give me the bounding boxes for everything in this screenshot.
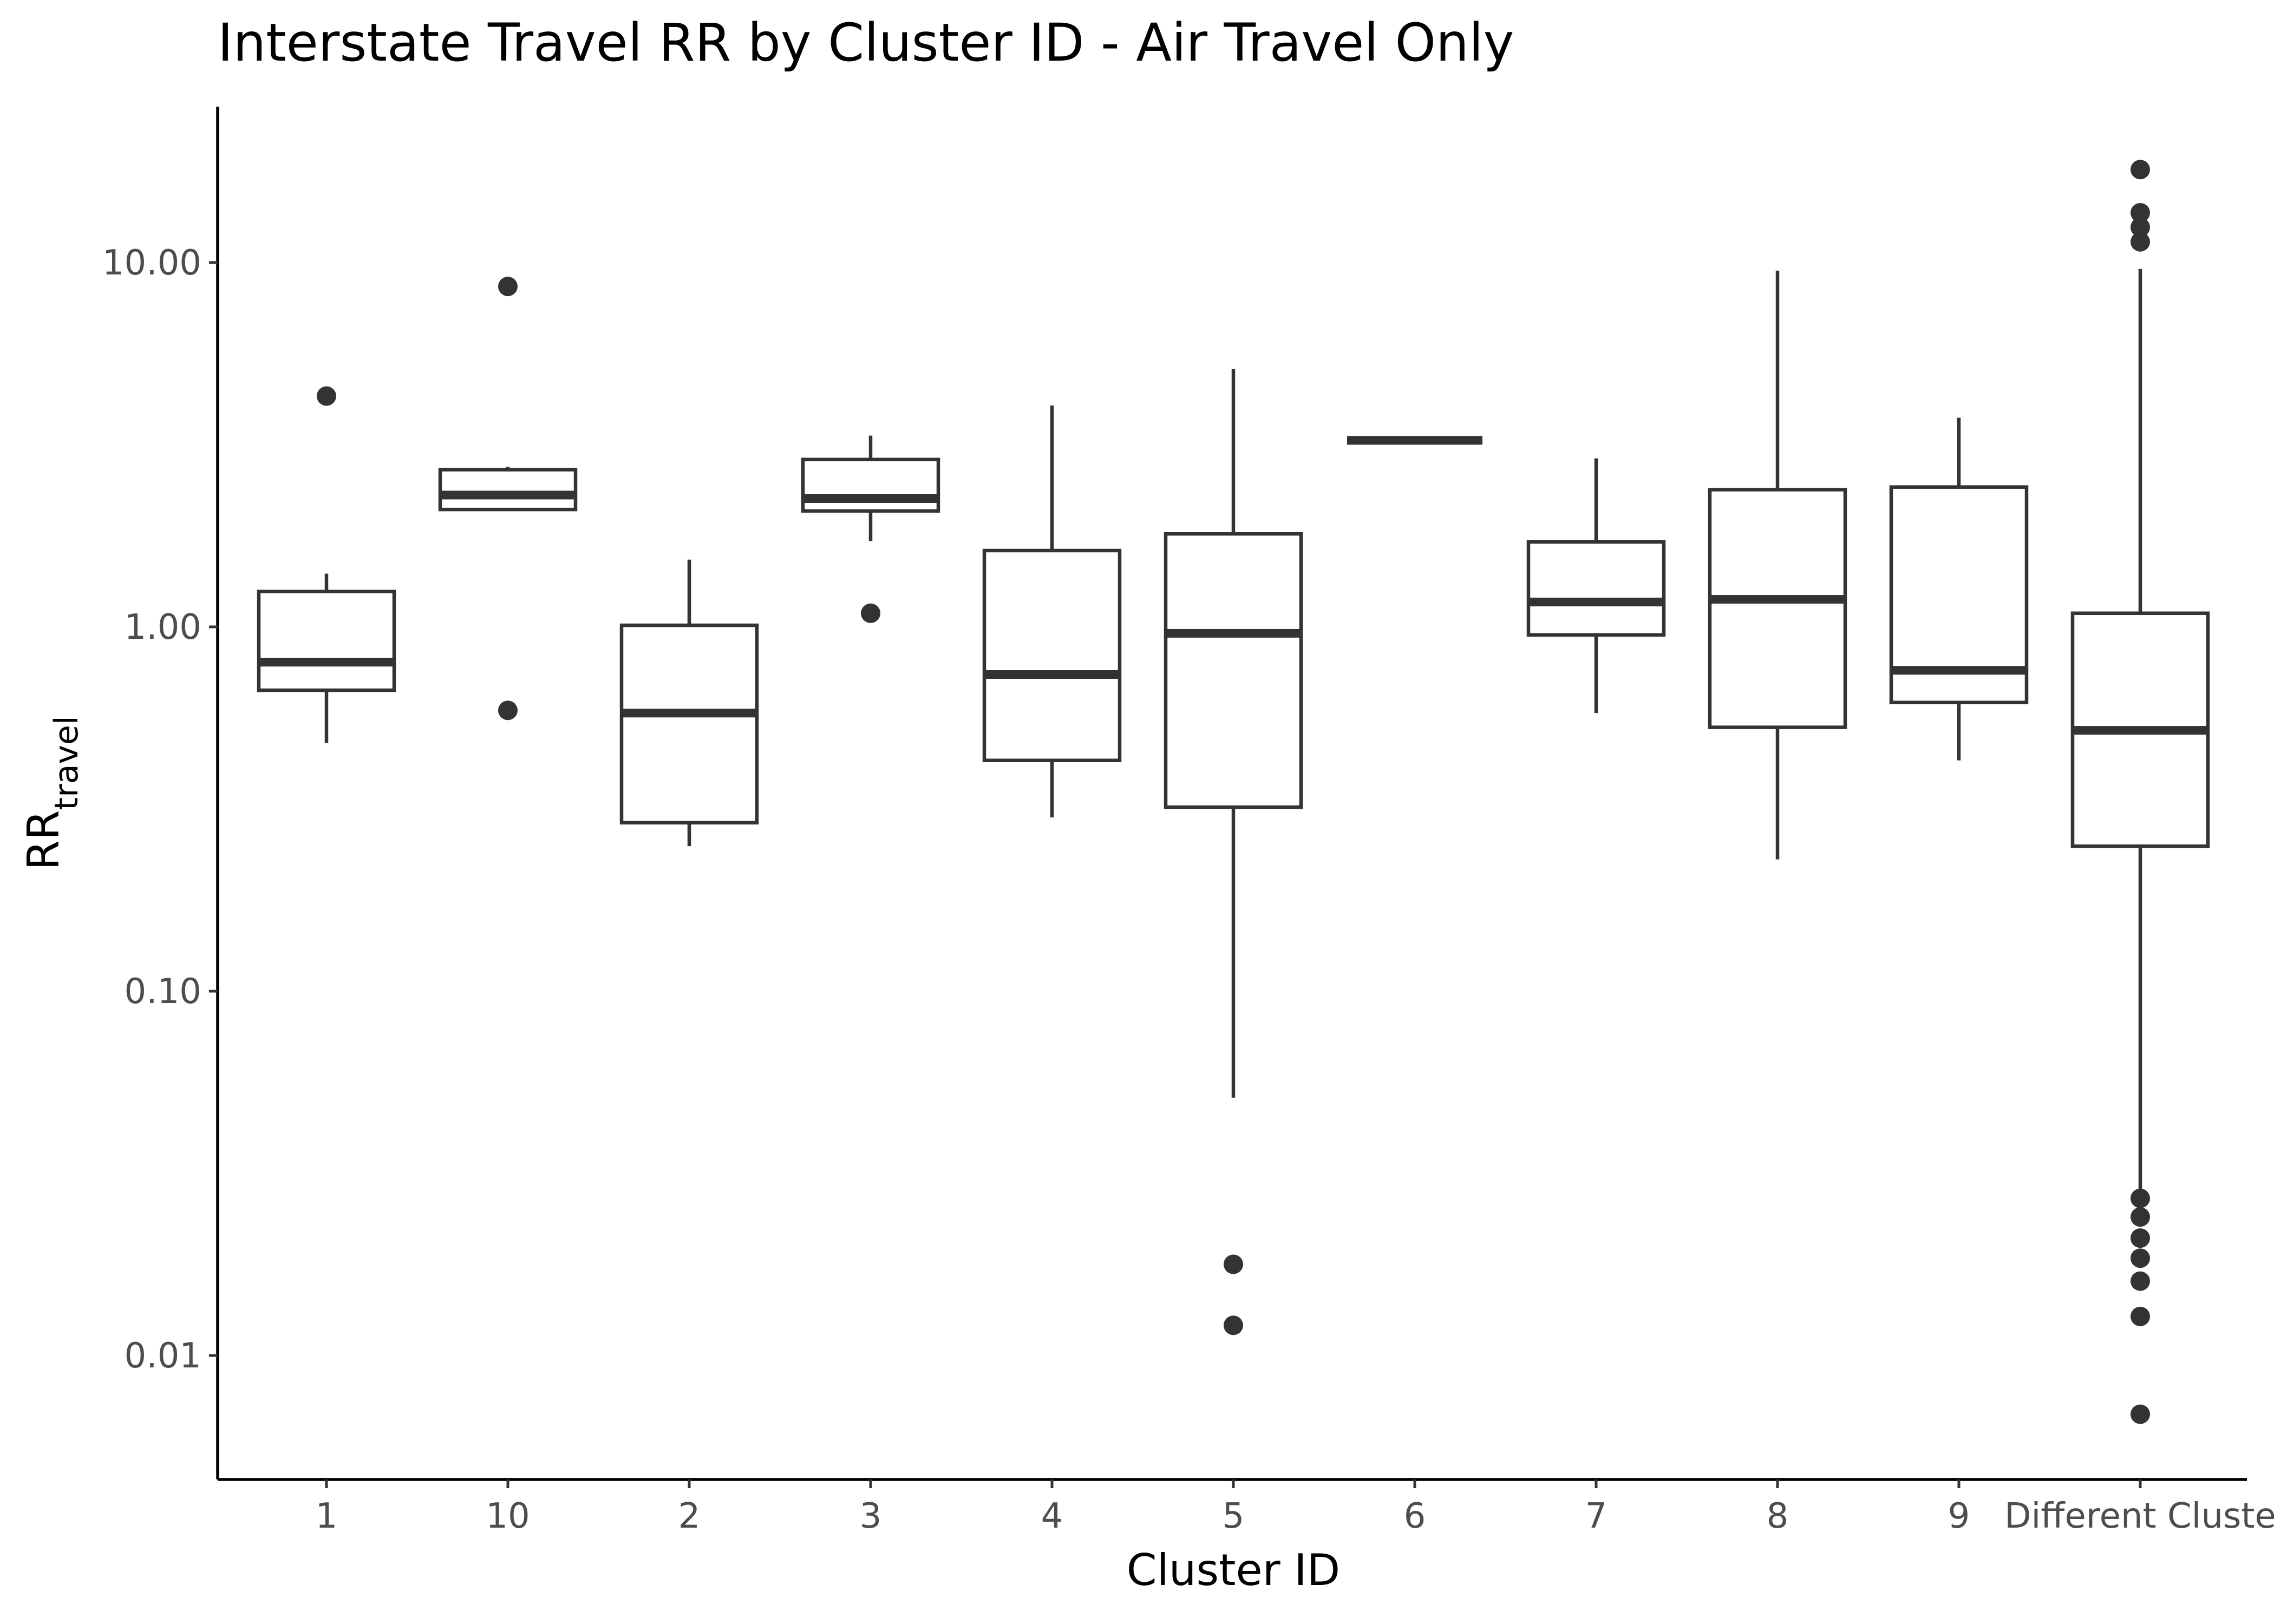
x-tick-label: 7 (1585, 1496, 1608, 1536)
x-tick-label: 4 (1041, 1496, 1063, 1536)
x-tick-label: 10 (486, 1496, 530, 1536)
x-tick-label: Different Cluste (2004, 1496, 2274, 1536)
x-tick-label: 6 (1404, 1496, 1426, 1536)
y-tick-label: 0.01 (125, 1336, 202, 1376)
box-iqr (982, 548, 1122, 762)
y-axis-title: RRtravel (18, 716, 86, 870)
outlier-point (2131, 1306, 2150, 1326)
x-tick-label: 9 (1948, 1496, 1970, 1536)
outlier-point (2131, 1271, 2150, 1291)
y-axis-title-main: RR (18, 810, 69, 870)
y-tick-label: 1.00 (125, 607, 202, 647)
outlier-point (2131, 1228, 2150, 1248)
x-axis-title: Cluster ID (1127, 1545, 1341, 1595)
x-tick-label: 2 (678, 1496, 701, 1536)
outlier-point (2131, 217, 2150, 237)
box-iqr (619, 623, 759, 825)
box-iqr (257, 590, 396, 692)
outlier-point (2131, 202, 2150, 222)
outlier-point (1224, 1254, 1243, 1274)
x-tick-label: 8 (1767, 1496, 1789, 1536)
plot-area: 0.01 0.10 1.00 10.00 1 10 2 3 4 5 6 7 8 9 Different Cl… (102, 107, 2274, 1536)
outlier-point (1224, 1315, 1243, 1335)
outlier-point (2131, 1248, 2150, 1268)
box-iqr (1708, 488, 1847, 729)
outlier-point (2131, 1207, 2150, 1227)
x-tick-label: 5 (1223, 1496, 1245, 1536)
outlier-point (2131, 1188, 2150, 1208)
outlier-point (2131, 160, 2150, 180)
box-iqr (801, 457, 940, 513)
y-tick-label: 0.10 (125, 972, 202, 1012)
chart-title: Interstate Travel RR by Cluster ID - Air… (218, 12, 1514, 73)
outlier-point (317, 386, 336, 406)
x-tick-label: 3 (860, 1496, 882, 1536)
y-tick-label: 10.00 (102, 243, 201, 283)
outlier-point (2131, 232, 2150, 252)
y-axis-title-subscript: travel (48, 716, 86, 810)
outlier-point (498, 277, 518, 297)
outlier-point (861, 603, 880, 623)
box-iqr (438, 468, 578, 512)
box-iqr (1164, 532, 1303, 809)
outlier-point (2131, 1404, 2150, 1424)
outlier-point (498, 700, 518, 721)
x-tick-label: 1 (316, 1496, 338, 1536)
box-iqr (1526, 540, 1666, 637)
